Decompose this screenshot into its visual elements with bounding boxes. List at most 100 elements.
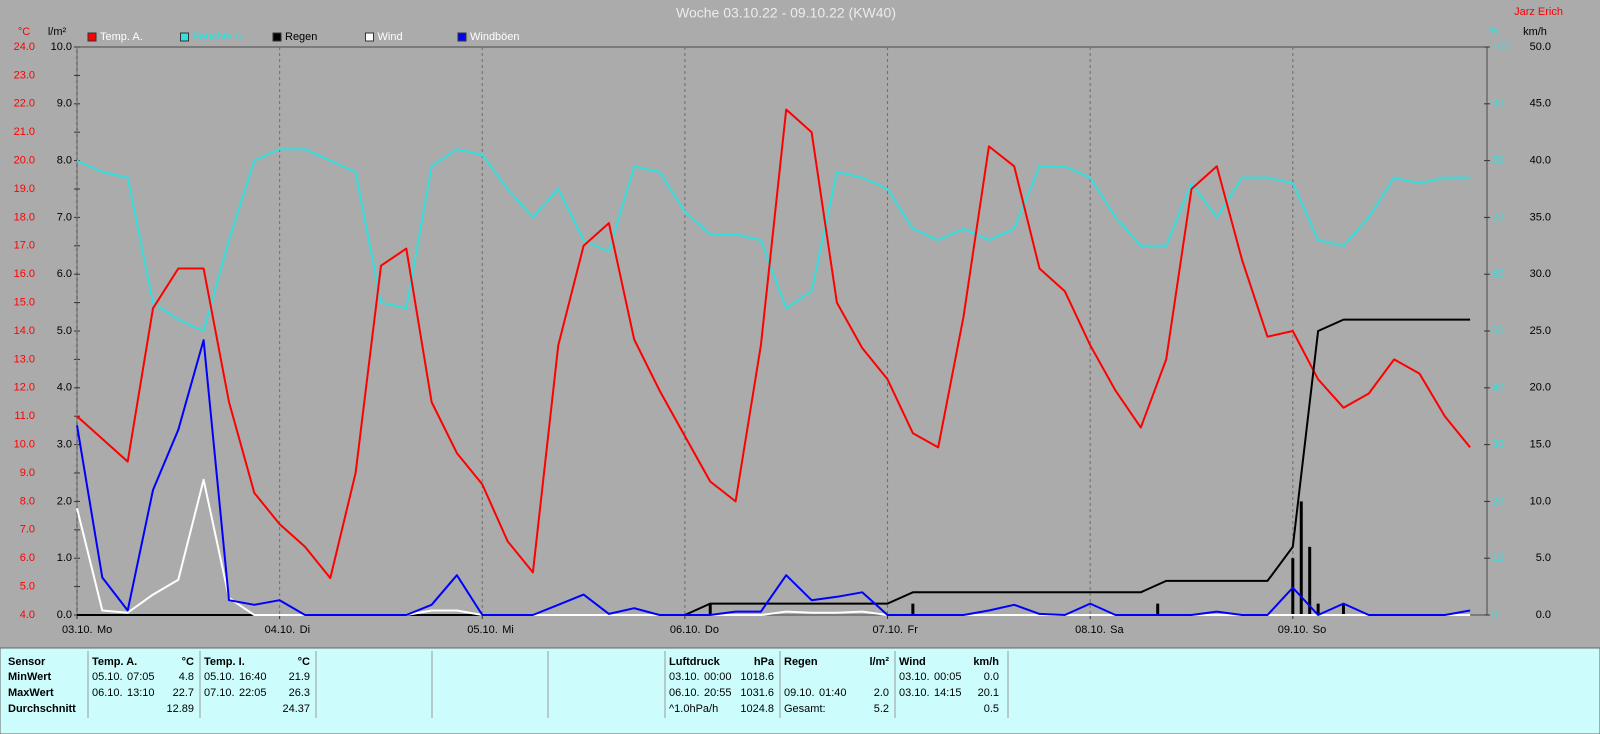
series-line <box>76 108 1471 580</box>
stat-value: 1018.6 <box>740 671 774 683</box>
y-tick-label: 10 <box>1492 552 1504 564</box>
block-unit: hPa <box>754 656 775 668</box>
legend-swatch <box>272 32 282 42</box>
block-title: Temp. A. <box>92 656 137 668</box>
x-tick-label: 05.10. <box>467 624 498 636</box>
x-tick-day: Mo <box>97 624 112 636</box>
y-tick-label: 23.0 <box>14 69 35 81</box>
legend-label: Wind <box>378 31 403 43</box>
stats-background <box>0 647 1600 734</box>
rain-bar <box>911 603 915 615</box>
legend-label: Windböen <box>470 31 520 43</box>
y-tick-label: 30 <box>1492 439 1504 451</box>
stat-note: ^1.0hPa/h <box>669 703 718 715</box>
y-tick-label: 50 <box>1492 325 1504 337</box>
stat-value: 2.0 <box>874 687 889 699</box>
chart-title: Woche 03.10.22 - 09.10.22 (KW40) <box>676 5 896 21</box>
series-line <box>76 339 1471 616</box>
y-tick-label: 25.0 <box>1530 325 1551 337</box>
x-tick-day: Fr <box>908 624 919 636</box>
stat-date: 03.10. <box>669 671 700 683</box>
stat-time: 20:55 <box>704 687 732 699</box>
x-tick-label: 07.10. <box>873 624 904 636</box>
block-unit: km/h <box>973 656 999 668</box>
legend-label: Temp. A. <box>100 31 143 43</box>
stat-date: 03.10. <box>899 671 930 683</box>
stat-time: 01:40 <box>819 687 847 699</box>
rain-bar <box>708 603 712 615</box>
y-tick-label: 24.0 <box>14 41 35 53</box>
stat-value: 12.89 <box>166 703 194 715</box>
y-tick-label: 7.0 <box>57 211 72 223</box>
y-tick-label: 21.0 <box>14 126 35 138</box>
stat-note: Gesamt: <box>784 703 826 715</box>
legend-label: Regen <box>285 31 317 43</box>
stat-time: 00:05 <box>934 671 962 683</box>
rain-bar <box>1291 558 1295 615</box>
stat-date: 06.10. <box>92 687 123 699</box>
stat-value: 4.8 <box>179 671 194 683</box>
y-tick-label: 60 <box>1492 268 1504 280</box>
y-tick-label: 8.0 <box>57 155 72 167</box>
x-tick-day: Di <box>300 624 310 636</box>
y-tick-label: 5.0 <box>20 581 35 593</box>
legend-swatch <box>457 32 467 42</box>
y-tick-label: 100 <box>1492 41 1510 53</box>
x-tick-day: Do <box>705 624 719 636</box>
y-tick-label: 0.0 <box>1536 609 1551 621</box>
stat-value: 22.7 <box>173 687 194 699</box>
stat-value: 5.2 <box>874 703 889 715</box>
y-tick-label: 6.0 <box>57 268 72 280</box>
y-tick-label: 10.0 <box>51 41 72 53</box>
y-tick-label: 20.0 <box>14 155 35 167</box>
rain-bar <box>1341 603 1345 615</box>
y3-unit: % <box>1489 26 1499 38</box>
rain-bar <box>1308 546 1312 615</box>
y-tick-label: 30.0 <box>1530 268 1551 280</box>
legend-swatch <box>180 32 189 42</box>
stat-date: 07.10. <box>204 687 235 699</box>
stat-value: 1031.6 <box>740 687 774 699</box>
y-tick-label: 9.0 <box>57 98 72 110</box>
y-tick-label: 90 <box>1492 98 1504 110</box>
x-tick-label: 08.10. <box>1075 624 1106 636</box>
row-label: MinWert <box>8 671 52 683</box>
stat-value: 0.0 <box>984 671 999 683</box>
x-tick-label: 06.10. <box>670 624 701 636</box>
block-unit: °C <box>298 656 310 668</box>
row-label: Durchschnitt <box>8 703 76 715</box>
y-tick-label: 4.0 <box>20 609 35 621</box>
y-tick-label: 19.0 <box>14 183 35 195</box>
series-line <box>76 148 1471 332</box>
rain-bar <box>1156 603 1160 615</box>
y-tick-label: 45.0 <box>1530 98 1551 110</box>
y-tick-label: 18.0 <box>14 211 35 223</box>
y-tick-label: 40 <box>1492 382 1504 394</box>
block-title: Wind <box>899 656 926 668</box>
stat-value: 20.1 <box>978 687 999 699</box>
y-tick-label: 35.0 <box>1530 211 1551 223</box>
legend-swatch <box>87 32 97 42</box>
author: Jarz Erich <box>1514 6 1563 18</box>
y-tick-label: 10.0 <box>14 439 35 451</box>
y-tick-label: 3.0 <box>57 439 72 451</box>
y2-unit: l/m² <box>48 26 67 38</box>
block-unit: l/m² <box>869 656 889 668</box>
y-tick-label: 50.0 <box>1530 41 1551 53</box>
y-tick-label: 14.0 <box>14 325 35 337</box>
block-unit: °C <box>182 656 194 668</box>
row-label: MaxWert <box>8 687 54 699</box>
stat-date: 03.10. <box>899 687 930 699</box>
y-tick-label: 0.0 <box>57 609 72 621</box>
y-tick-label: 15.0 <box>14 297 35 309</box>
stat-value: 0.5 <box>984 703 999 715</box>
plot-frame <box>76 46 1488 616</box>
y-tick-label: 2.0 <box>57 495 72 507</box>
y-tick-label: 20.0 <box>1530 382 1551 394</box>
stat-value: 21.9 <box>289 671 310 683</box>
stat-time: 16:40 <box>239 671 267 683</box>
y-tick-label: 4.0 <box>57 382 72 394</box>
y-tick-label: 70 <box>1492 211 1504 223</box>
stat-time: 22:05 <box>239 687 267 699</box>
